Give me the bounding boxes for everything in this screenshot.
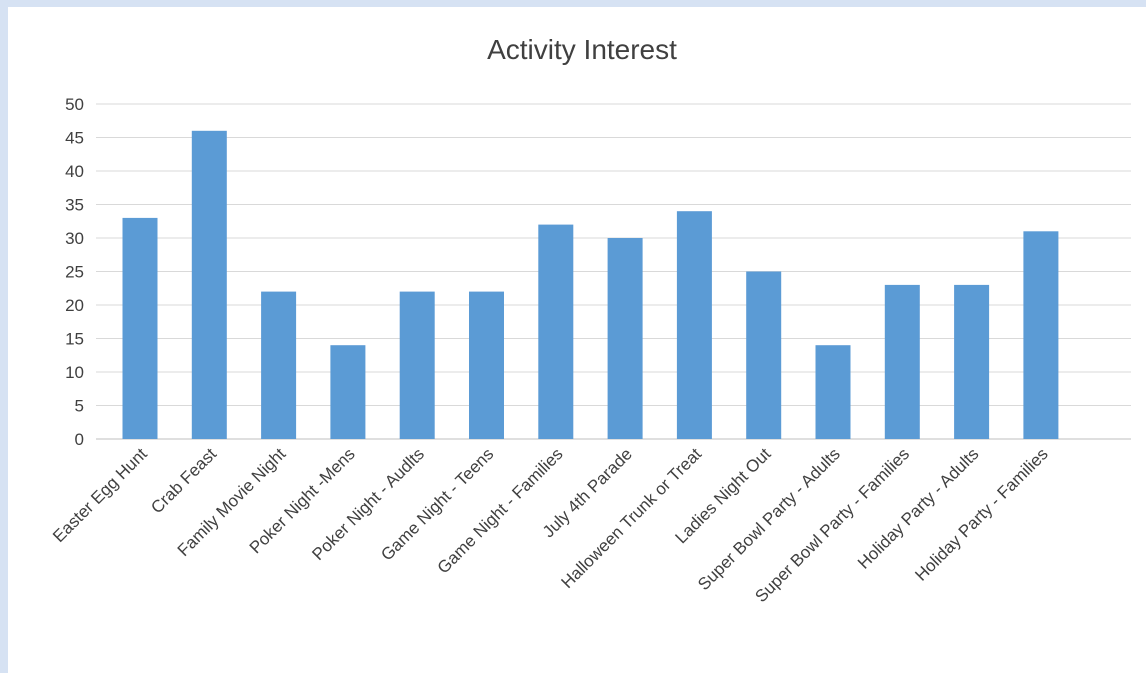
bar [399,291,435,439]
y-tick-label: 50 [65,95,84,114]
y-tick-label: 15 [65,330,84,349]
bar [469,291,504,439]
x-tick-label: Super Bowl Party - Adults [694,444,844,594]
bar [676,211,712,439]
bar [538,224,574,439]
y-tick-label: 10 [65,363,84,382]
bars [122,130,1059,440]
y-tick-label: 35 [65,196,84,215]
x-tick-label: Holiday Party - Families [911,444,1051,584]
y-tick-label: 45 [65,129,84,148]
x-tick-label: Game Night - Families [434,444,567,577]
y-tick-label: 25 [65,263,84,282]
chart-title: Activity Interest [487,34,677,65]
bar [1023,231,1059,439]
bar [607,238,643,439]
bar [122,217,158,439]
y-tick-label: 30 [65,229,84,248]
y-tick-label: 0 [75,430,84,449]
bar [330,345,366,439]
x-tick-label: Easter Egg Hunt [49,444,151,546]
bar [261,291,297,439]
bar [191,130,227,440]
bar [954,284,990,439]
y-tick-label: 5 [75,397,84,416]
bar [884,284,920,439]
y-tick-label: 40 [65,162,84,181]
y-axis-ticks: 0 5 10 15 20 25 30 35 40 45 50 [65,95,84,449]
bar [746,271,782,439]
bar [815,345,851,439]
y-tick-label: 20 [65,296,84,315]
x-tick-label: Holiday Party - Adults [854,444,982,572]
x-tick-label: Halloween Trunk or Treat [557,444,705,592]
x-tick-label: Crab Feast [147,444,220,517]
